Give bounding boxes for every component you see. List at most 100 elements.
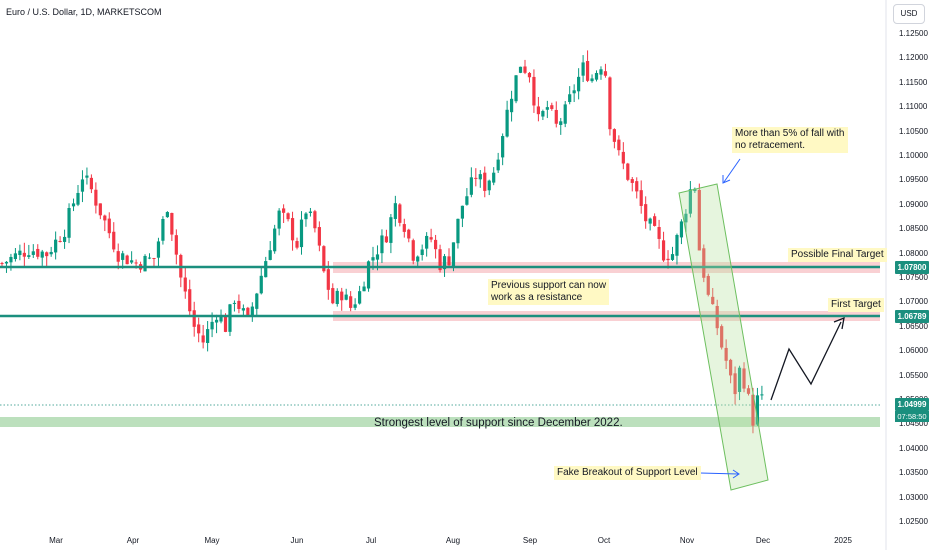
time-tick-label: Oct <box>597 536 611 545</box>
candle-body <box>4 261 9 264</box>
candle-body <box>241 308 245 311</box>
candle-body <box>688 189 692 214</box>
candle-body <box>152 257 156 259</box>
candle-body <box>268 250 272 260</box>
price-tick-label: 1.02500 <box>899 517 928 526</box>
candle-body <box>425 235 429 249</box>
candle-body <box>711 296 715 305</box>
candle-body <box>210 321 214 330</box>
candle-body <box>335 290 339 305</box>
candle-body <box>89 177 93 190</box>
candle-body <box>18 250 22 256</box>
bar-countdown-label: 07:58:50 <box>895 411 929 422</box>
candle-body <box>389 217 393 243</box>
candle-body <box>219 316 223 322</box>
candle-body <box>259 275 263 294</box>
candle-body <box>487 180 491 191</box>
candle-body <box>603 71 608 76</box>
candle-body <box>416 256 420 262</box>
time-tick-label: Dec <box>755 536 771 545</box>
candle-body <box>317 227 321 246</box>
fall-note-arrow <box>723 158 741 183</box>
candle-body <box>197 324 201 334</box>
candle-body <box>331 288 335 304</box>
candle-body <box>733 373 737 395</box>
candle-body <box>433 239 438 250</box>
candle-body <box>98 203 102 216</box>
time-tick-label: Mar <box>49 536 63 545</box>
currency-button[interactable]: USD <box>893 4 925 24</box>
breakout-arrow <box>699 472 739 475</box>
price-tick-label: 1.04000 <box>899 443 928 453</box>
candle-body <box>349 296 353 308</box>
candle-body <box>648 218 652 224</box>
price-tick-label: 1.12500 <box>899 29 928 38</box>
price-tick-label: 1.09000 <box>899 199 928 209</box>
chart-title: Euro / U.S. Dollar, 1D, MARKETSCOM <box>6 7 162 17</box>
candle-body <box>299 219 304 248</box>
fall-note: More than 5% of fall with no retracement… <box>732 127 848 153</box>
candle-body <box>246 307 250 316</box>
candle-body <box>478 174 482 180</box>
price-tick-label: 1.06000 <box>899 346 928 356</box>
candle-body <box>554 109 558 124</box>
candle-body <box>326 269 330 290</box>
candle-body <box>559 121 563 125</box>
candle-body <box>277 210 281 229</box>
candle-body <box>232 302 237 304</box>
price-tick-label: 1.11000 <box>899 102 928 112</box>
candle-body <box>599 69 603 75</box>
candle-body <box>264 261 268 278</box>
price-tick-label: 1.07000 <box>899 297 928 307</box>
candle-body <box>684 213 688 223</box>
candle-body <box>474 177 478 179</box>
candle-body <box>568 94 572 103</box>
candle-body <box>679 221 684 238</box>
candle-body <box>340 291 344 301</box>
candle-body <box>192 310 196 327</box>
candle-body <box>706 275 710 295</box>
candle-body <box>206 329 210 343</box>
candle-body <box>635 181 639 192</box>
price-tick-label: 1.10000 <box>899 151 928 160</box>
candle-body <box>214 319 219 323</box>
candle-body <box>94 189 98 206</box>
candle-body <box>509 98 514 113</box>
candle-body <box>358 291 362 304</box>
price-tick-label: 1.07500 <box>899 273 928 282</box>
candle-body <box>585 61 590 81</box>
candle-body <box>31 251 35 255</box>
candle-body <box>366 261 371 289</box>
candle-body <box>653 216 657 226</box>
candle-body <box>9 256 13 263</box>
previous-support-note: Previous support can now work as a resis… <box>488 279 610 305</box>
falling-channel <box>678 183 769 491</box>
candle-body <box>375 254 380 260</box>
candle-body <box>273 228 277 252</box>
candle-body <box>36 248 40 257</box>
candle-body <box>438 249 442 271</box>
price-tick-label: 1.03000 <box>899 492 928 502</box>
fall-note-arrowhead <box>722 175 731 184</box>
candle-body <box>407 229 411 239</box>
current-price-label: 1.04999 <box>895 398 929 411</box>
candle-body <box>661 240 666 261</box>
candle-body <box>742 368 746 389</box>
time-tick-label: Sep <box>522 536 538 545</box>
candle-body <box>501 136 505 158</box>
candle-body <box>755 395 760 425</box>
fake-breakout-note: Fake Breakout of Support Level <box>554 466 701 480</box>
candle-body <box>617 139 621 151</box>
time-tick-label: Nov <box>679 536 695 545</box>
candle-body <box>447 256 451 266</box>
candle-body <box>737 367 742 392</box>
candle-body <box>465 196 469 205</box>
price-tick-label: 1.08000 <box>899 248 928 258</box>
candle-body <box>666 258 670 261</box>
candle-body <box>608 77 612 130</box>
candle-body <box>697 189 701 251</box>
candle-body <box>0 263 4 265</box>
candle-body <box>80 179 85 192</box>
candle-body <box>644 204 648 222</box>
